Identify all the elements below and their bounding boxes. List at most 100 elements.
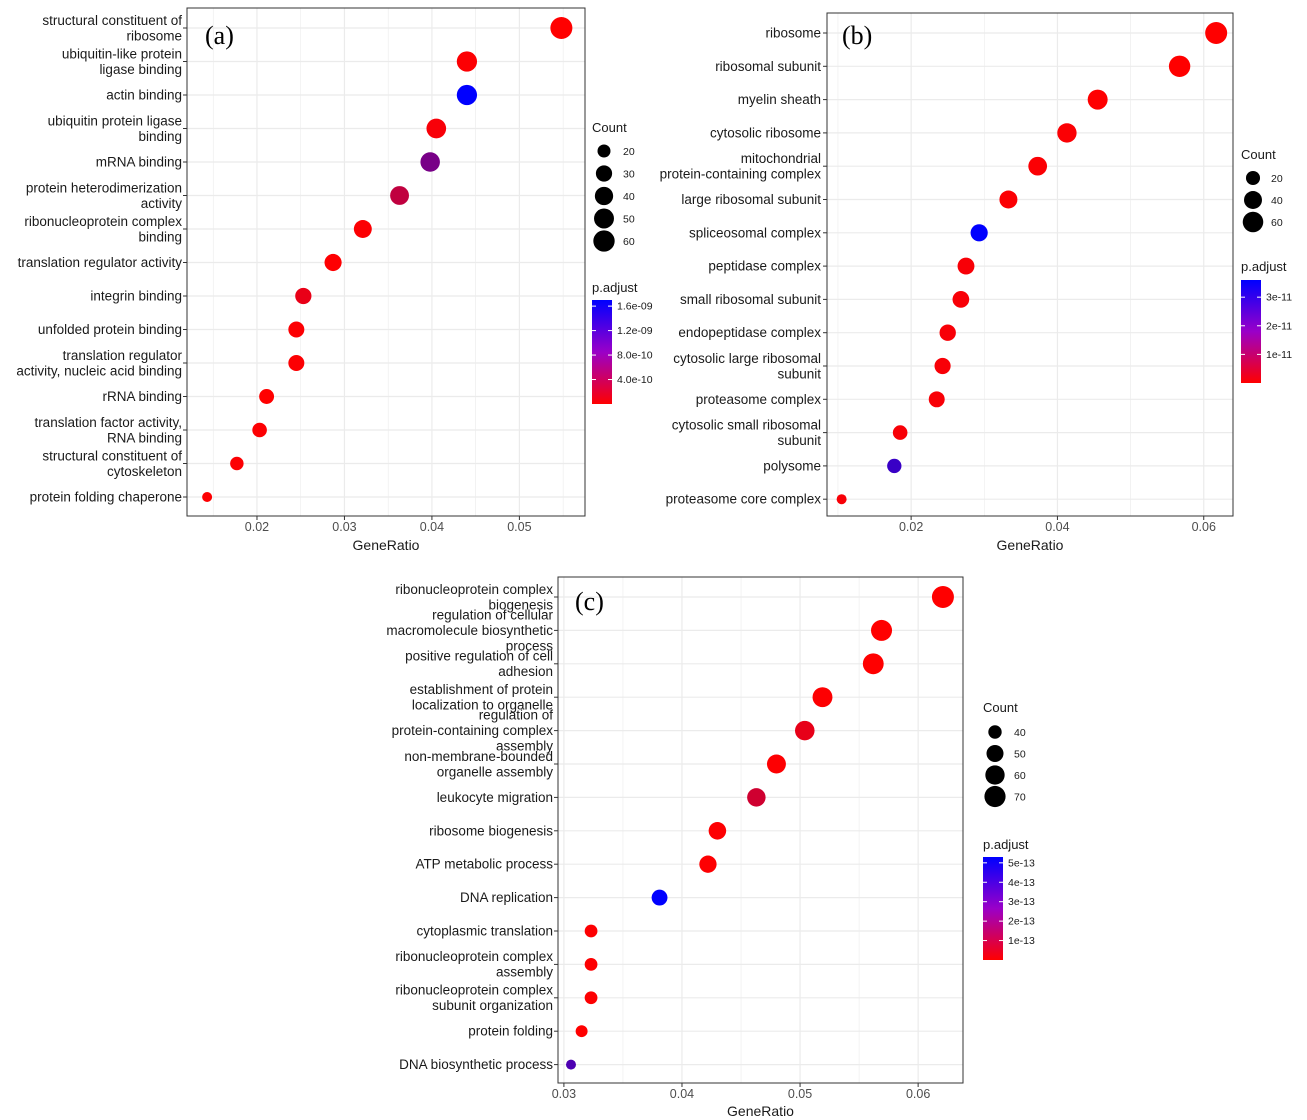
data-point: [1028, 156, 1048, 176]
category-label: establishment of protein localization to …: [410, 682, 553, 713]
data-point: [928, 391, 945, 408]
data-point: [252, 422, 267, 438]
category-label: spliceosomal complex: [689, 225, 821, 240]
data-point: [1057, 123, 1077, 143]
category-label: mitochondrial protein-containing complex: [660, 151, 822, 182]
color-legend-label: 8.0e-10: [617, 350, 653, 362]
category-label: protein folding: [468, 1024, 553, 1039]
category-label: ribonucleoprotein complex binding: [24, 214, 182, 245]
category-label: peptidase complex: [708, 259, 821, 274]
size-legend-key: [986, 744, 1004, 763]
x-tick-label: 0.02: [245, 520, 269, 534]
category-label: positive regulation of cell adhesion: [405, 649, 553, 680]
category-label: small ribosomal subunit: [680, 292, 821, 307]
data-point: [230, 456, 244, 471]
category-label: cytosolic large ribosomal subunit: [673, 351, 821, 382]
category-label: ribonucleoprotein complex assembly: [395, 949, 553, 980]
color-legend-label: 2e-13: [1008, 916, 1035, 928]
size-legend-key: [1242, 211, 1264, 233]
x-axis-title: GeneRatio: [353, 537, 420, 553]
data-point: [766, 754, 786, 774]
data-point: [999, 190, 1018, 209]
data-point: [795, 720, 815, 741]
size-legend-label: 20: [623, 146, 635, 158]
category-label: integrin binding: [90, 289, 182, 304]
data-point: [575, 1025, 588, 1038]
panel-label: (b): [842, 21, 872, 50]
data-point: [1205, 22, 1228, 44]
size-legend-label: 40: [1014, 727, 1026, 739]
data-point: [970, 224, 988, 242]
data-point: [288, 355, 305, 371]
panel-a: structural constituent of ribosomeubiquit…: [16, 7, 653, 553]
data-point: [288, 321, 305, 338]
data-point: [1168, 55, 1191, 77]
plot-background: [558, 577, 963, 1083]
data-point: [871, 619, 893, 641]
category-label: cytosolic ribosome: [710, 125, 821, 140]
data-point: [1087, 89, 1108, 110]
color-legend-title: p.adjust: [592, 280, 638, 295]
category-label: DNA biosynthetic process: [399, 1057, 553, 1072]
size-legend-key: [985, 765, 1005, 785]
data-point: [892, 425, 908, 440]
size-legend-key: [984, 785, 1006, 808]
size-legend-key: [594, 208, 614, 229]
color-bar: [1241, 280, 1261, 383]
size-legend-label: 50: [1014, 749, 1026, 761]
data-point: [708, 822, 727, 840]
x-tick-label: 0.03: [332, 520, 356, 534]
size-legend-key: [595, 165, 613, 182]
data-point: [584, 924, 598, 938]
category-label: ribosome: [765, 26, 821, 41]
size-legend-title: Count: [592, 120, 627, 135]
category-label: myelin sheath: [738, 92, 821, 107]
category-label: polysome: [763, 458, 821, 473]
category-label: protein folding chaperone: [30, 490, 182, 505]
panel-label: (a): [205, 21, 234, 50]
data-point: [324, 253, 342, 272]
data-point: [699, 855, 717, 873]
x-tick-label: 0.06: [1192, 520, 1216, 534]
category-label: protein heterodimerization activity: [26, 180, 182, 211]
color-legend-label: 3e-13: [1008, 896, 1035, 908]
size-legend-label: 20: [1271, 173, 1283, 185]
data-point: [565, 1059, 576, 1070]
color-legend-label: 1.6e-09: [617, 301, 653, 313]
data-point: [887, 458, 902, 474]
size-legend-key: [594, 186, 614, 206]
plot-border: [557, 576, 964, 1084]
data-point: [420, 152, 440, 172]
category-label: non-membrane-bounded organelle assembly: [404, 749, 553, 780]
data-point: [651, 889, 668, 906]
x-tick-label: 0.06: [906, 1087, 930, 1101]
data-point: [747, 788, 766, 807]
panel-label: (c): [575, 587, 604, 616]
category-label: ATP metabolic process: [415, 857, 553, 872]
data-point: [812, 687, 833, 708]
x-tick-label: 0.04: [670, 1087, 694, 1101]
x-tick-label: 0.05: [507, 520, 531, 534]
data-point: [456, 84, 478, 106]
color-legend-label: 1e-13: [1008, 935, 1035, 947]
size-legend-label: 40: [623, 191, 635, 203]
data-point: [550, 17, 573, 39]
data-point: [259, 389, 275, 404]
data-point: [353, 220, 372, 238]
category-label: ubiquitin protein ligase binding: [48, 113, 182, 144]
size-legend-label: 60: [1014, 770, 1026, 782]
category-label: proteasome core complex: [666, 492, 822, 507]
data-point: [939, 324, 956, 341]
color-bar: [983, 857, 1003, 960]
x-axis-title: GeneRatio: [727, 1103, 794, 1119]
size-legend-label: 60: [1271, 217, 1283, 229]
category-label: leukocyte migration: [437, 790, 553, 805]
x-axis-title: GeneRatio: [997, 537, 1064, 553]
panel-b: ribosome ribosomal subunit myelin sheath cy…: [660, 12, 1292, 553]
size-legend-key: [1245, 170, 1261, 186]
category-label: DNA replication: [460, 890, 553, 905]
color-legend-label: 4.0e-10: [617, 374, 653, 386]
size-legend-title: Count: [983, 700, 1018, 715]
category-label: translation regulator activity: [18, 255, 183, 270]
